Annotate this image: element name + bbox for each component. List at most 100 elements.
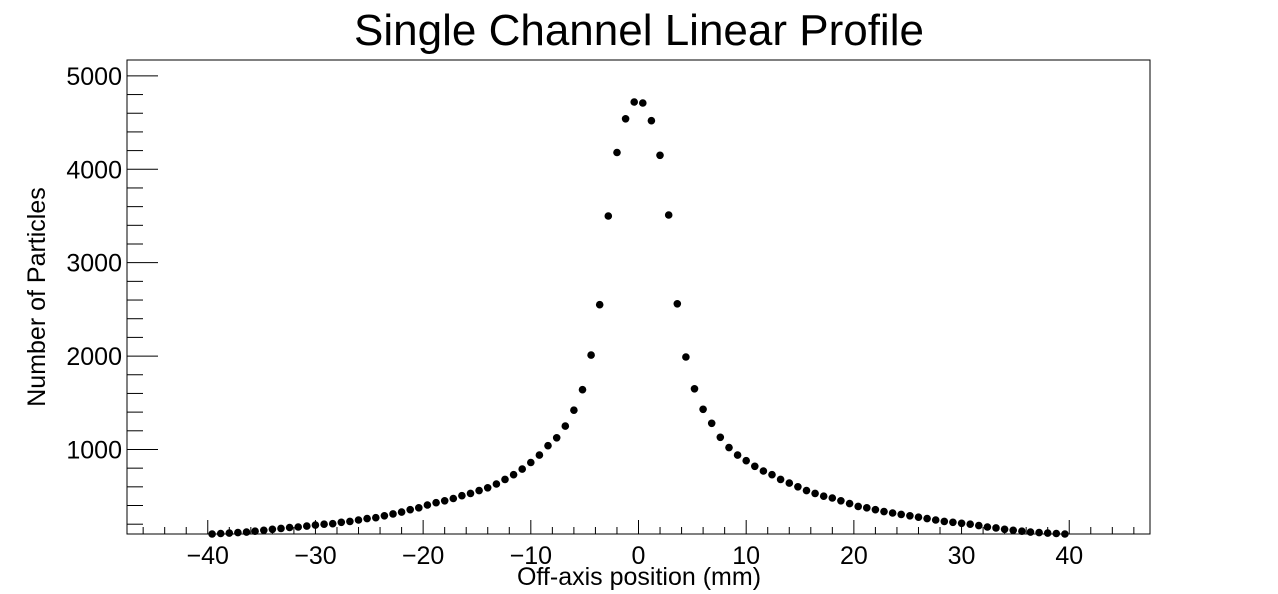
data-point <box>794 483 802 491</box>
data-point <box>802 486 811 495</box>
data-point <box>854 502 862 511</box>
data-point <box>621 115 630 123</box>
data-point <box>225 529 234 537</box>
x-tick-label: −10 <box>510 542 552 570</box>
data-point <box>535 451 544 459</box>
data-point <box>656 151 664 160</box>
data-point <box>492 480 501 488</box>
y-axis-title: Number of Particles <box>23 187 51 407</box>
data-point <box>380 512 389 520</box>
data-point <box>759 467 768 475</box>
data-point <box>785 479 794 487</box>
data-point <box>423 501 432 509</box>
data-point <box>363 514 371 523</box>
data-point <box>320 520 328 528</box>
data-point <box>751 462 759 471</box>
data-point <box>570 406 578 415</box>
y-axis: 1000 2000 3000 4000 5000 <box>66 63 158 525</box>
data-point <box>216 529 225 538</box>
data-point <box>208 530 216 538</box>
x-axis-title: Off-axis position (mm) <box>517 563 761 591</box>
y-tick-label: 3000 <box>66 250 122 278</box>
data-point <box>1026 528 1035 536</box>
data-point <box>940 517 949 526</box>
data-point <box>415 504 423 512</box>
chart-title: Single Channel Linear Profile <box>354 6 924 55</box>
data-point <box>975 521 983 530</box>
x-tick-label: 0 <box>632 542 646 570</box>
data-point <box>673 300 682 308</box>
data-point <box>561 422 570 430</box>
data-point <box>897 510 905 519</box>
data-point <box>1061 530 1069 538</box>
data-point <box>1018 527 1026 535</box>
x-tick-label: 10 <box>732 542 760 570</box>
data-markers <box>208 98 1069 538</box>
data-point <box>664 211 673 219</box>
data-point <box>992 524 1000 532</box>
y-tick-label: 5000 <box>66 63 122 91</box>
data-point <box>880 507 888 516</box>
data-point <box>682 353 690 361</box>
data-point <box>475 486 483 495</box>
data-point <box>277 524 285 533</box>
data-point <box>906 512 914 520</box>
y-tick-label: 2000 <box>66 343 122 371</box>
x-tick-label: 20 <box>840 542 868 570</box>
data-point <box>716 433 725 442</box>
data-point <box>466 489 475 498</box>
data-point <box>983 523 992 531</box>
data-point <box>871 505 880 514</box>
data-point <box>372 513 380 522</box>
data-point <box>776 475 785 484</box>
data-point <box>1043 529 1052 537</box>
data-point <box>1035 528 1043 537</box>
data-point <box>354 516 363 524</box>
data-point <box>527 458 535 467</box>
data-point <box>483 484 492 492</box>
data-point <box>888 509 897 517</box>
data-point <box>303 522 311 530</box>
data-point <box>458 491 466 500</box>
data-point <box>690 385 699 393</box>
data-point <box>552 434 561 442</box>
y-tick-label: 1000 <box>66 436 122 464</box>
x-tick-label: −30 <box>294 542 336 570</box>
data-point <box>440 497 449 505</box>
data-point <box>346 517 354 526</box>
data-point <box>863 504 871 512</box>
data-point <box>819 492 828 501</box>
data-point <box>234 528 242 537</box>
data-point <box>449 494 458 503</box>
data-point <box>397 508 406 516</box>
data-point <box>811 489 819 498</box>
data-point <box>742 456 750 465</box>
data-point <box>1000 525 1009 534</box>
data-point <box>630 98 638 106</box>
x-tick-label: 40 <box>1055 542 1083 570</box>
data-point <box>647 116 656 125</box>
data-point <box>578 385 587 394</box>
data-point <box>285 523 294 532</box>
data-point <box>733 451 742 459</box>
data-point <box>639 99 647 107</box>
data-point <box>509 470 518 479</box>
data-point <box>725 443 733 452</box>
data-point <box>311 521 320 529</box>
data-point <box>260 526 268 535</box>
data-point <box>337 518 346 527</box>
data-point <box>931 516 940 524</box>
data-point <box>518 465 526 473</box>
data-point <box>768 470 776 479</box>
plot-frame <box>126 59 1151 535</box>
data-point <box>966 520 974 528</box>
data-point <box>432 498 440 507</box>
data-point <box>501 475 509 484</box>
data-point <box>406 505 415 514</box>
data-point <box>845 499 854 508</box>
data-point <box>923 514 931 523</box>
data-point <box>328 519 337 528</box>
data-point <box>587 351 595 359</box>
data-point <box>1009 526 1017 535</box>
